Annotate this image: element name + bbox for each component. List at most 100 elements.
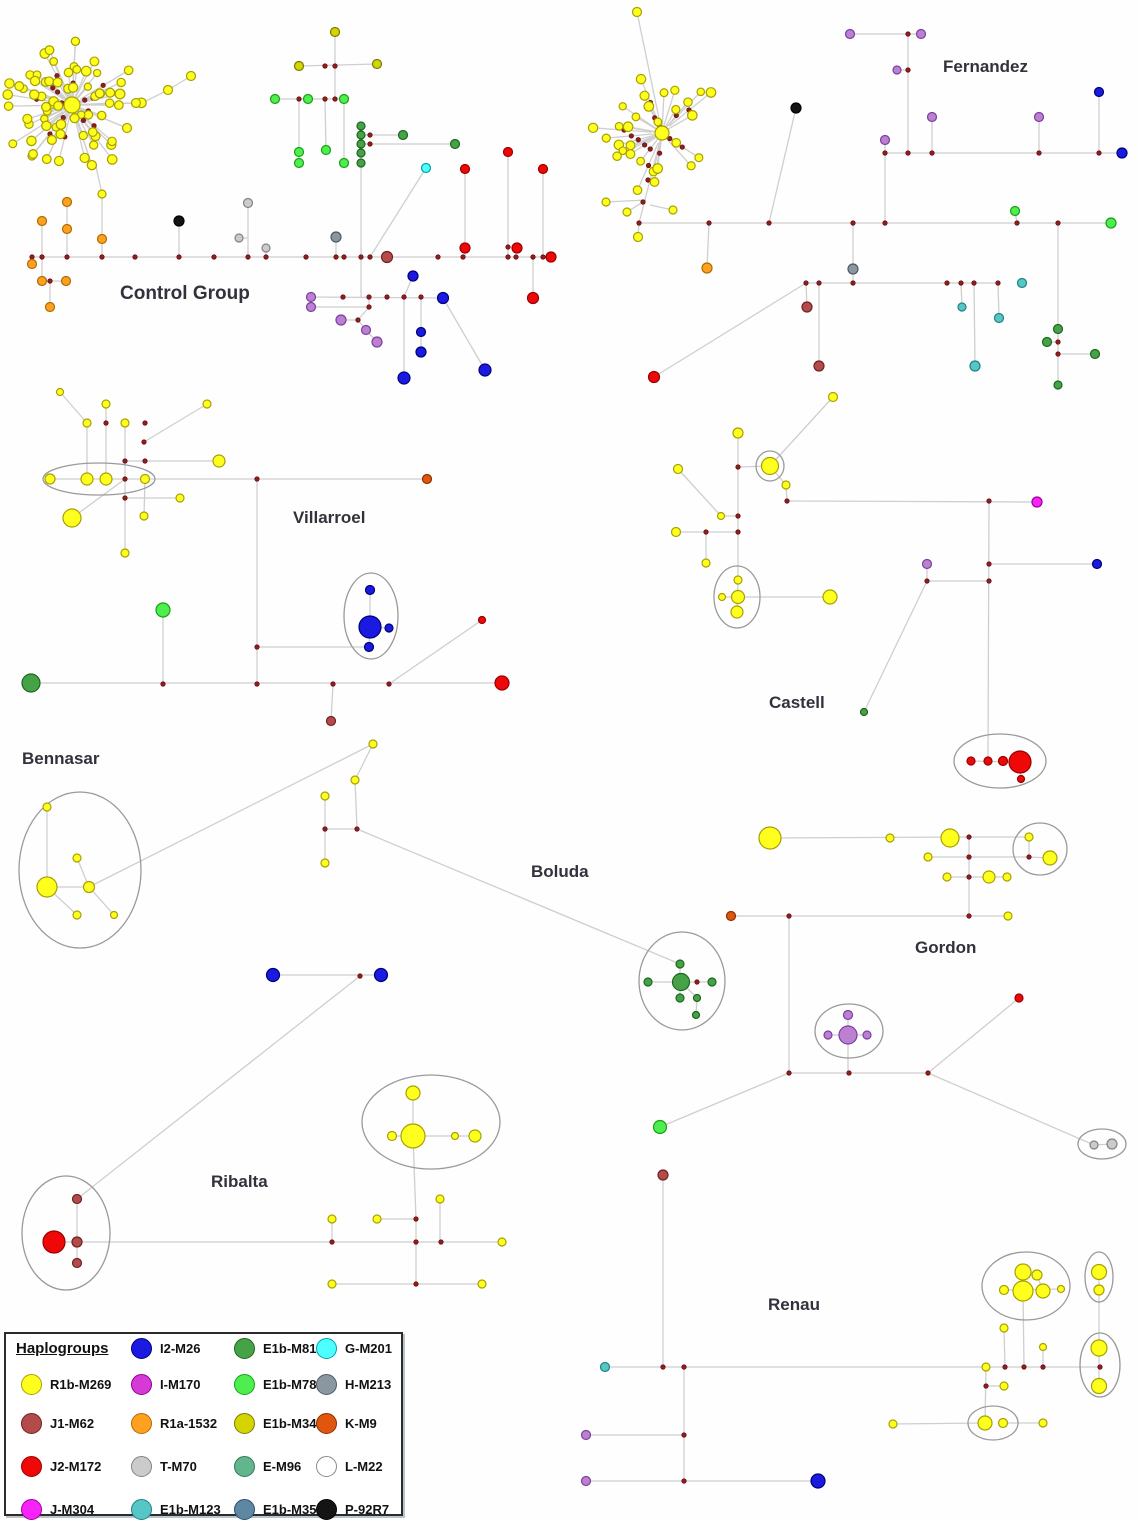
network-edge — [1003, 1327, 1006, 1368]
haplotype-node — [957, 302, 967, 312]
median-vector-dot — [1002, 1364, 1008, 1370]
group-label: Castell — [769, 693, 825, 712]
haplotype-node — [993, 312, 1005, 324]
haplotype-node — [72, 853, 82, 863]
group-ellipse — [638, 931, 726, 1031]
haplotype-node — [338, 157, 350, 169]
haplotype-node — [601, 197, 611, 207]
median-vector-dot — [366, 304, 372, 310]
group-ellipse — [967, 1405, 1019, 1441]
network-edge — [769, 836, 970, 839]
network-edge — [661, 92, 665, 127]
median-vector-dot — [657, 150, 663, 156]
haplotype-node — [69, 113, 80, 124]
haplogroup-label: G-M201 — [345, 1340, 392, 1356]
median-vector-dot — [367, 132, 373, 138]
haplotype-node — [2, 89, 14, 100]
haplogroup-label: K-M9 — [345, 1415, 377, 1431]
haplotype-node — [358, 615, 382, 639]
haplogroup-label: E1b-M123 — [160, 1501, 221, 1517]
haplotype-node — [675, 959, 685, 969]
network-edge — [12, 111, 64, 145]
haplogroup-color-swatch — [316, 1455, 337, 1477]
haplogroup-color-swatch — [131, 1337, 152, 1359]
haplotype-node — [494, 675, 510, 691]
group-ellipse — [343, 572, 399, 660]
haplotype-node — [61, 196, 73, 208]
haplotype-node — [94, 88, 105, 99]
median-vector-dot — [905, 31, 911, 37]
haplotype-node — [29, 75, 41, 87]
haplotype-node — [1033, 111, 1045, 123]
median-vector-dot — [505, 244, 511, 250]
haplogroup-label: J2-M172 — [50, 1458, 102, 1474]
median-vector-dot — [735, 464, 741, 470]
median-vector-dot — [882, 150, 888, 156]
median-vector-dot — [329, 1239, 335, 1245]
median-vector-dot — [29, 254, 35, 260]
legend-entry: E1b-M78 — [234, 1373, 316, 1395]
haplotype-node — [653, 117, 663, 127]
haplotype-node — [360, 324, 372, 336]
median-vector-dot — [966, 874, 972, 880]
haplotype-node — [234, 233, 244, 243]
median-vector-dot — [971, 280, 977, 286]
haplotype-node — [356, 158, 366, 168]
haplotype-node — [305, 291, 317, 303]
haplotype-node — [1041, 336, 1053, 348]
haplogroup-color-swatch — [316, 1373, 337, 1395]
network-edge — [663, 90, 676, 126]
median-vector-dot — [679, 144, 685, 150]
haplotype-node — [82, 880, 96, 894]
group-label: Villarroel — [293, 508, 365, 527]
haplotype-node — [106, 154, 118, 165]
median-vector-dot — [660, 1364, 666, 1370]
network-edge — [927, 997, 1020, 1074]
haplogroup-label: E1b-M81 — [263, 1340, 317, 1356]
haplotype-node — [1031, 496, 1043, 508]
median-vector-dot — [513, 254, 519, 260]
network-edge — [59, 391, 88, 424]
median-vector-dot — [64, 254, 70, 260]
median-vector-dot — [322, 826, 328, 832]
median-vector-dot — [254, 476, 260, 482]
haplotype-node — [625, 140, 636, 151]
haplotype-node — [732, 427, 744, 439]
legend-entry: E1b-M123 — [131, 1498, 221, 1520]
haplotype-node — [330, 231, 342, 243]
haplotype-node — [705, 87, 717, 98]
haplotype-node — [612, 151, 622, 162]
median-vector-dot — [1097, 1364, 1103, 1370]
haplotype-node — [643, 977, 653, 987]
haplotype-node — [202, 399, 212, 409]
haplotype-node — [686, 161, 696, 171]
haplotype-node — [420, 162, 432, 174]
haplotype-node — [405, 1085, 421, 1101]
haplotype-node — [1042, 850, 1058, 866]
haplogroup-color-swatch — [21, 1373, 42, 1395]
haplotype-node — [686, 110, 698, 121]
median-vector-dot — [1036, 150, 1042, 156]
median-vector-dot — [636, 220, 642, 226]
haplotype-node — [14, 81, 25, 92]
haplogroup-color-swatch — [316, 1337, 337, 1359]
haplotype-node — [999, 1323, 1009, 1333]
median-vector-dot — [905, 67, 911, 73]
haplotype-node — [477, 615, 487, 625]
network-edge — [653, 282, 807, 378]
haplotype-node — [587, 122, 599, 134]
haplotype-node — [82, 418, 92, 428]
median-vector-dot — [82, 97, 88, 103]
network-edge — [636, 11, 663, 134]
haplotype-node — [781, 480, 791, 490]
haplotype-node — [99, 472, 113, 486]
legend-entry: J-M304 — [21, 1498, 94, 1520]
haplotype-node — [670, 85, 680, 95]
haplotype-node — [120, 418, 130, 428]
haplotype-node — [810, 1473, 826, 1489]
haplogroup-label: R1b-M269 — [50, 1376, 112, 1392]
haplotype-node — [497, 1237, 507, 1247]
network-edge — [34, 80, 67, 102]
haplotype-node — [356, 148, 366, 158]
